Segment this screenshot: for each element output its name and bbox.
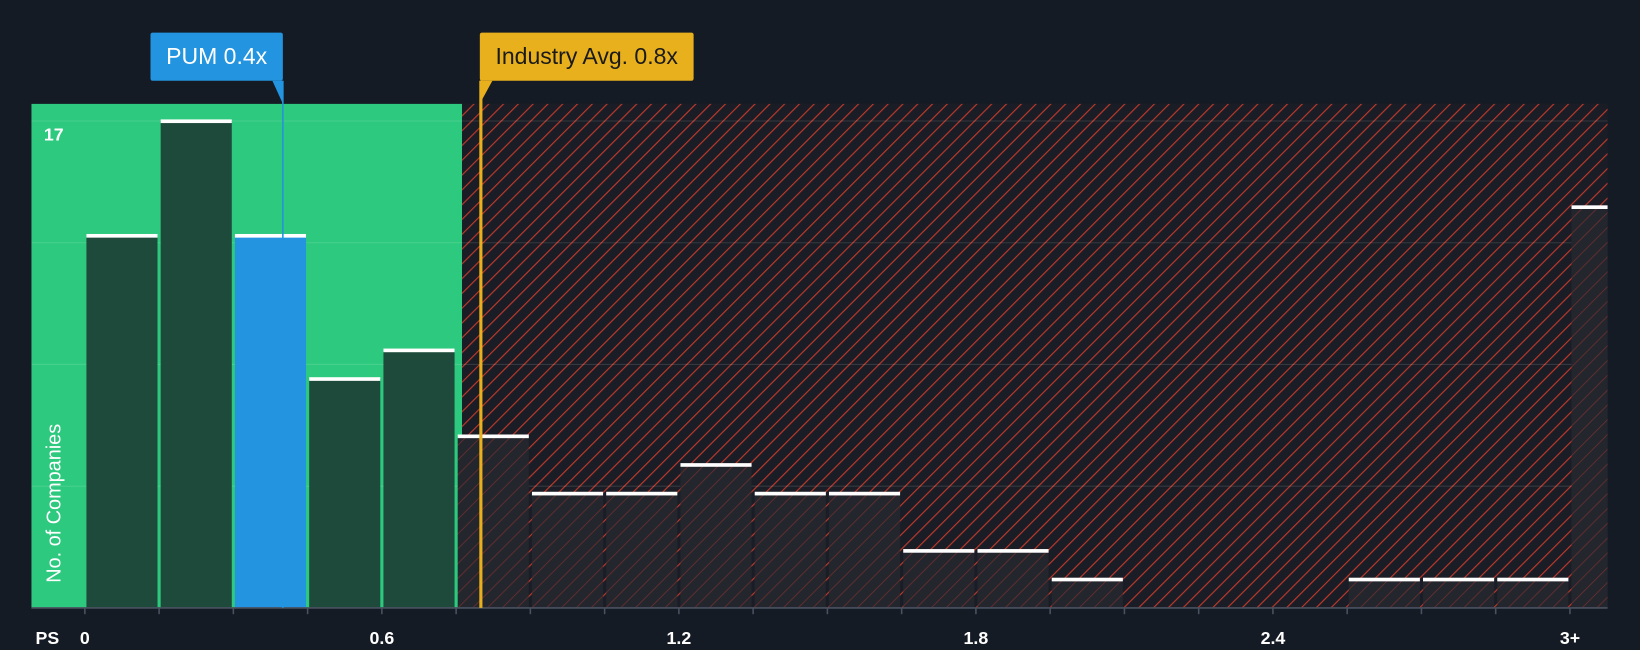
bar-cap [160, 119, 232, 124]
bar-cap [1497, 577, 1569, 582]
annotation-pointer [272, 80, 283, 104]
annotation-box [479, 32, 694, 81]
annotation: PUM 0.4x [150, 32, 284, 608]
plot-area [31, 103, 1608, 608]
bar [903, 550, 975, 608]
bar [234, 235, 307, 608]
y-tick-label: 17 [44, 124, 64, 144]
bar [86, 235, 158, 608]
bar-cap [1423, 577, 1495, 582]
y-axis-label: No. of Companies [44, 424, 66, 583]
annotation-label: PUM 0.4x [166, 43, 267, 69]
bar [457, 436, 529, 608]
x-tick-label: 2.4 [1261, 628, 1286, 648]
bar-cap [606, 491, 678, 496]
bar [309, 378, 381, 608]
bar [1051, 579, 1123, 608]
bar [1423, 579, 1495, 608]
annotation-box [150, 32, 283, 81]
x-tick-label: 3+ [1560, 628, 1580, 648]
bar-cap [754, 491, 826, 496]
bar [160, 120, 232, 608]
x-axis-label: PS [36, 628, 60, 648]
bar [606, 493, 678, 608]
bar-cap [1348, 577, 1420, 582]
bar-cap [309, 377, 381, 381]
bar [977, 550, 1049, 608]
bar-cap [86, 233, 158, 238]
bar [754, 493, 826, 608]
bar-cap [1051, 577, 1123, 582]
bar [1497, 579, 1569, 608]
x-tick-label: 0 [80, 628, 90, 648]
bar [1571, 206, 1608, 608]
annotation-label: Industry Avg. 0.8x [496, 43, 679, 69]
bar-cap [680, 463, 752, 467]
bar [383, 350, 455, 608]
x-tick-label: 1.8 [964, 628, 989, 648]
bar-cap [903, 549, 975, 553]
bar-cap [234, 233, 307, 238]
bar-cap [531, 491, 604, 496]
bar [531, 493, 604, 608]
bar [1348, 579, 1420, 608]
annotation: Industry Avg. 0.8x [479, 32, 694, 608]
bar-cap [977, 549, 1049, 553]
bar [680, 464, 752, 608]
x-tick-label: 0.6 [370, 628, 395, 648]
bar-cap [457, 434, 529, 439]
bar [828, 493, 901, 608]
bar-cap [1571, 205, 1608, 209]
bar-cap [383, 348, 455, 353]
x-tick-label: 1.2 [667, 628, 692, 648]
bar-cap [828, 491, 901, 496]
